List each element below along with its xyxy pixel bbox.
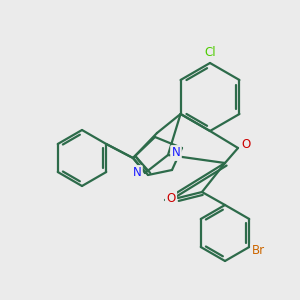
- Text: N: N: [133, 167, 141, 179]
- Text: N: N: [172, 146, 180, 160]
- Text: Br: Br: [252, 244, 265, 257]
- Text: O: O: [242, 139, 250, 152]
- Text: Cl: Cl: [204, 46, 216, 59]
- Text: O: O: [167, 191, 176, 205]
